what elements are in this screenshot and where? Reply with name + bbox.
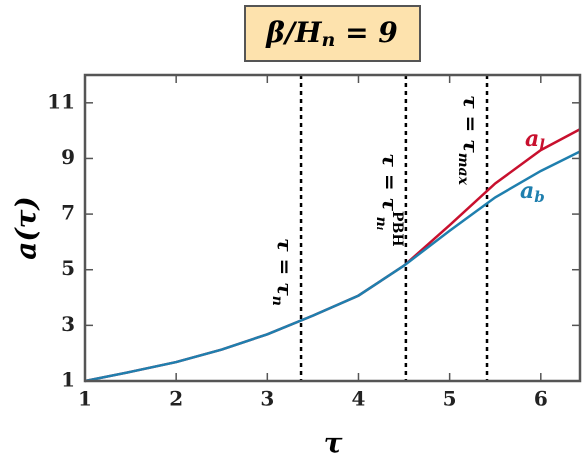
- marker-label: τ = τn: [269, 238, 298, 306]
- y-tick-label: 5: [61, 256, 75, 280]
- legend-sub: l: [539, 136, 545, 154]
- title-sub: n: [322, 29, 336, 51]
- x-tick-label: 1: [78, 387, 92, 411]
- legend-label: ab: [520, 178, 545, 206]
- x-axis-label: τ: [324, 427, 343, 460]
- legend-label: al: [525, 126, 545, 154]
- x-tick-label: 6: [534, 387, 548, 411]
- marker-label-sub: nᵢ: [373, 217, 389, 231]
- plot-frame: [83, 73, 582, 383]
- marker-label-main: τ = τ: [460, 95, 484, 153]
- legend-name: a: [525, 126, 539, 152]
- title-main: β/H: [265, 16, 323, 49]
- y-tick-label: 7: [61, 201, 75, 225]
- x-tick-label: 5: [443, 387, 457, 411]
- x-tick-label: 3: [260, 387, 274, 411]
- marker-label-main: τ = τ: [378, 153, 402, 211]
- marker-label-main: τ = τ: [274, 238, 298, 296]
- y-axis-label: a(τ): [10, 196, 43, 259]
- series-line: [84, 150, 581, 383]
- series-line: [84, 128, 581, 383]
- y-tick-label: 1: [61, 368, 75, 392]
- legend-sub: b: [534, 188, 545, 206]
- chart-title: β/Hn = 9: [265, 16, 398, 52]
- marker-label: τ = τmax: [455, 95, 484, 185]
- title-box: [244, 5, 421, 62]
- marker-label: τ = τPBHnᵢ: [373, 153, 405, 246]
- x-tick-label: 4: [352, 387, 366, 411]
- legend-name: a: [520, 178, 534, 204]
- y-tick-label: 11: [47, 89, 75, 113]
- marker-label-sub: n: [269, 296, 285, 306]
- y-tick-label: 3: [61, 312, 75, 336]
- x-tick-label: 2: [169, 387, 183, 411]
- y-tick-label: 9: [61, 145, 75, 169]
- marker-label-sup: PBH: [389, 211, 405, 247]
- marker-label-sub: max: [455, 153, 471, 186]
- title-rest: = 9: [335, 16, 397, 49]
